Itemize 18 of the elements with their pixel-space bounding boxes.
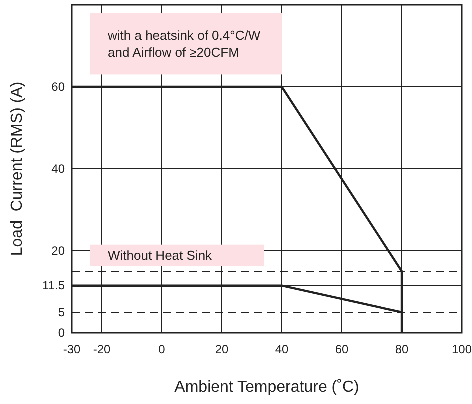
x-tick-label: 80	[395, 342, 409, 357]
x-axis-title: Ambient Temperature (˚C)	[174, 379, 360, 396]
y-tick-label: 40	[52, 162, 66, 176]
y-tick-label: 0	[58, 326, 66, 340]
y-tick-label: 60	[52, 80, 66, 94]
x-tick-label: -20	[93, 342, 111, 357]
x-tick-label: 100	[452, 342, 472, 357]
y-tick-label: 20	[52, 244, 66, 258]
x-tick-label: 60	[335, 342, 349, 357]
annotation: with a heatsink of 0.4°C/W and Airflow of ≥20CFM	[107, 28, 262, 60]
y-tick-label: 11.5	[42, 278, 66, 293]
y-tick-label: 5	[58, 305, 66, 320]
annotation: Without Heat Sink	[108, 248, 213, 264]
y-axis-title: Load Current (RMS) (A)	[9, 82, 26, 256]
x-tick-label: 20	[215, 342, 229, 357]
x-tick-label: 40	[275, 342, 289, 357]
x-tick-label: -30	[63, 342, 81, 357]
x-tick-label: 0	[158, 342, 166, 357]
